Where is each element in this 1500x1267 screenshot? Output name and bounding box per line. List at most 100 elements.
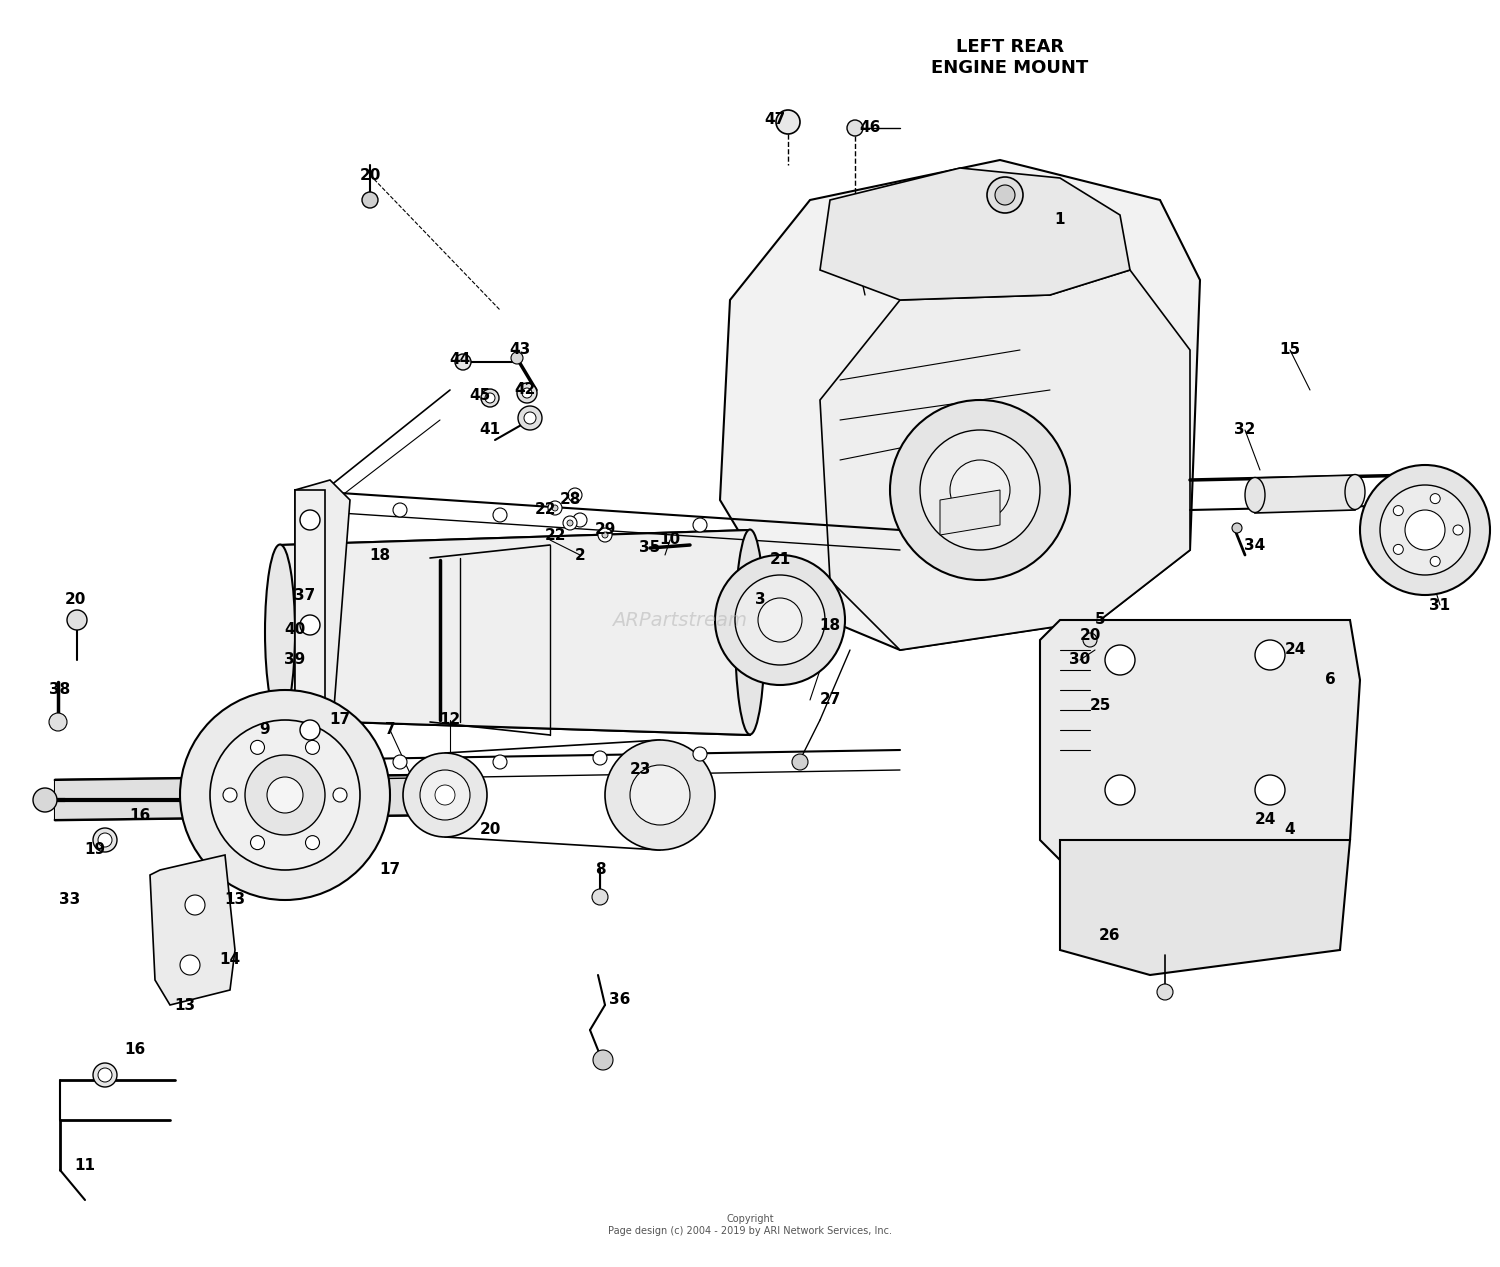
Circle shape	[592, 751, 608, 765]
Circle shape	[300, 614, 320, 635]
Circle shape	[435, 786, 454, 805]
Circle shape	[180, 691, 390, 900]
Polygon shape	[296, 480, 350, 760]
Circle shape	[604, 740, 715, 850]
Circle shape	[210, 720, 360, 870]
Circle shape	[572, 492, 578, 498]
Text: 25: 25	[1089, 698, 1110, 712]
Circle shape	[776, 110, 800, 134]
Text: 29: 29	[594, 522, 615, 537]
Circle shape	[393, 503, 406, 517]
Text: 35: 35	[639, 541, 660, 555]
Circle shape	[567, 519, 573, 526]
Circle shape	[598, 528, 612, 542]
Text: 20: 20	[480, 822, 501, 837]
Circle shape	[758, 598, 802, 642]
Text: 28: 28	[560, 493, 580, 508]
Text: 7: 7	[384, 722, 396, 737]
Text: 18: 18	[819, 617, 840, 632]
Circle shape	[1106, 775, 1136, 805]
Circle shape	[93, 829, 117, 851]
Text: 12: 12	[440, 712, 460, 727]
Text: 10: 10	[660, 532, 681, 547]
Circle shape	[393, 755, 406, 769]
Circle shape	[244, 755, 326, 835]
Circle shape	[562, 516, 578, 530]
Circle shape	[592, 1050, 613, 1071]
Circle shape	[484, 393, 495, 403]
Text: 4: 4	[1284, 822, 1296, 837]
Circle shape	[1083, 634, 1096, 647]
Text: 20: 20	[360, 167, 381, 182]
Text: 41: 41	[480, 422, 501, 437]
Circle shape	[93, 1063, 117, 1087]
Circle shape	[1394, 545, 1404, 555]
Text: 15: 15	[1280, 342, 1300, 357]
Ellipse shape	[1346, 475, 1365, 509]
Text: 30: 30	[1070, 653, 1090, 668]
Text: 13: 13	[225, 892, 246, 907]
Circle shape	[518, 383, 537, 403]
Circle shape	[494, 755, 507, 769]
Text: 11: 11	[75, 1158, 96, 1172]
Text: 46: 46	[859, 120, 880, 136]
Circle shape	[333, 788, 346, 802]
Circle shape	[792, 754, 808, 770]
Text: 44: 44	[450, 352, 471, 367]
Text: 38: 38	[50, 683, 70, 698]
Text: 31: 31	[1430, 598, 1450, 612]
Text: LEFT REAR
ENGINE MOUNT: LEFT REAR ENGINE MOUNT	[932, 38, 1089, 77]
Circle shape	[1256, 775, 1286, 805]
Text: 2: 2	[574, 547, 585, 563]
Circle shape	[362, 193, 378, 208]
Text: 6: 6	[1324, 673, 1335, 688]
Circle shape	[994, 185, 1016, 205]
Circle shape	[420, 770, 470, 820]
Polygon shape	[1256, 475, 1354, 513]
Circle shape	[716, 555, 844, 685]
Text: 19: 19	[84, 843, 105, 858]
Polygon shape	[296, 490, 326, 760]
Circle shape	[300, 720, 320, 740]
Circle shape	[180, 955, 200, 976]
Circle shape	[1430, 556, 1440, 566]
Circle shape	[251, 740, 264, 754]
Circle shape	[524, 412, 536, 424]
Text: 1: 1	[1054, 213, 1065, 228]
Text: 16: 16	[129, 807, 150, 822]
Text: 36: 36	[609, 992, 630, 1007]
Text: 22: 22	[534, 503, 555, 517]
Circle shape	[890, 400, 1070, 580]
Circle shape	[494, 508, 507, 522]
Polygon shape	[821, 169, 1130, 300]
Polygon shape	[56, 775, 430, 820]
Circle shape	[1394, 506, 1404, 516]
Polygon shape	[150, 855, 236, 1005]
Circle shape	[1360, 465, 1490, 595]
Ellipse shape	[1245, 478, 1264, 512]
Text: 47: 47	[765, 113, 786, 128]
Polygon shape	[1040, 620, 1360, 860]
Circle shape	[518, 405, 542, 430]
Polygon shape	[720, 160, 1200, 650]
Text: 24: 24	[1254, 812, 1275, 827]
Circle shape	[573, 513, 586, 527]
Circle shape	[602, 532, 608, 538]
Text: 21: 21	[770, 552, 790, 568]
Circle shape	[300, 511, 320, 530]
Text: 33: 33	[60, 892, 81, 907]
Circle shape	[512, 352, 524, 364]
Circle shape	[306, 740, 320, 754]
Circle shape	[548, 500, 562, 514]
Text: 43: 43	[510, 342, 531, 357]
Circle shape	[592, 889, 608, 905]
Circle shape	[522, 388, 532, 398]
Text: 42: 42	[514, 383, 535, 398]
Circle shape	[1106, 645, 1136, 675]
Text: 17: 17	[330, 712, 351, 727]
Text: 3: 3	[754, 593, 765, 607]
Circle shape	[552, 506, 558, 511]
Circle shape	[404, 753, 488, 837]
Circle shape	[950, 460, 1010, 519]
Text: 20: 20	[64, 593, 86, 607]
